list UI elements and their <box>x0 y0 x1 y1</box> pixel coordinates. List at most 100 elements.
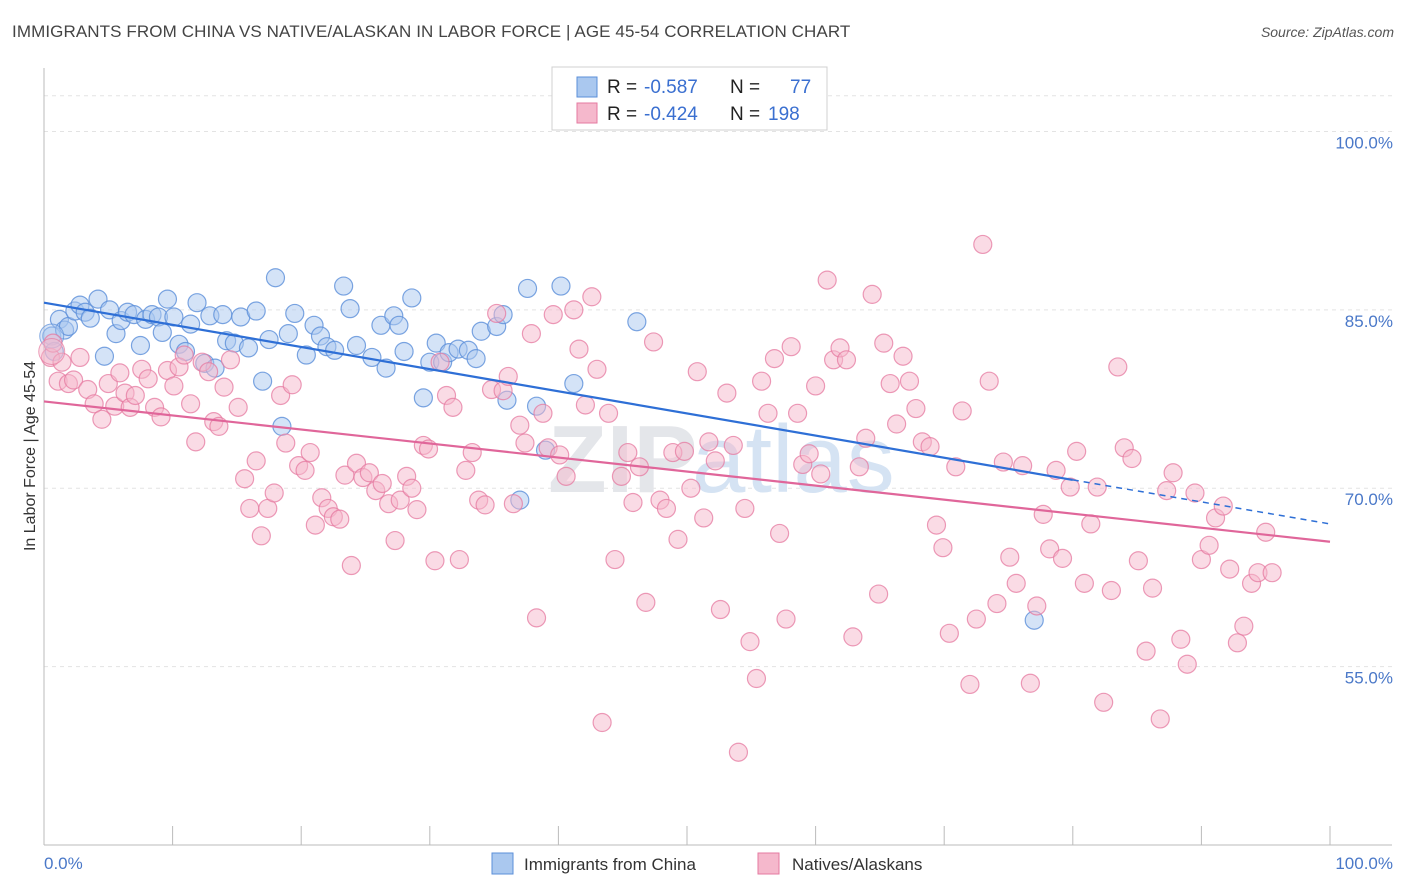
data-point-immigrants <box>238 338 259 358</box>
data-point-natives <box>240 498 260 519</box>
data-point-natives <box>1220 559 1240 579</box>
data-point-natives <box>710 599 731 620</box>
data-point-natives <box>636 592 656 612</box>
data-point-natives <box>138 369 158 389</box>
data-point-natives <box>611 466 632 486</box>
data-point-natives <box>906 398 926 419</box>
data-point-natives <box>966 609 986 629</box>
data-point-natives <box>699 432 719 452</box>
data-point-natives <box>843 627 863 647</box>
trend-lines <box>43 301 1331 543</box>
data-point-natives <box>228 397 248 417</box>
data-point-natives <box>1046 460 1066 480</box>
legend-n-value-1: 77 <box>790 77 811 98</box>
data-point-natives <box>295 460 315 480</box>
data-point-immigrants <box>181 314 201 334</box>
data-point-natives <box>656 498 677 519</box>
data-point-natives <box>1185 483 1205 503</box>
series-natives-points <box>38 234 1282 762</box>
series-immigrants-points <box>39 268 1044 630</box>
legend-box: R = -0.587 N = 77 R = -0.424 N = 198 <box>551 66 828 131</box>
data-point-immigrants <box>334 276 354 296</box>
data-point-natives <box>880 373 900 394</box>
data-point-natives <box>723 435 743 456</box>
data-point-natives <box>746 668 767 689</box>
data-point-natives <box>1142 578 1163 598</box>
data-point-natives <box>569 339 589 359</box>
data-point-natives <box>543 305 563 325</box>
data-point-immigrants <box>187 293 207 313</box>
data-point-natives <box>330 509 350 529</box>
data-point-natives <box>681 478 701 498</box>
data-point-natives <box>503 494 523 514</box>
data-point-natives <box>63 370 84 390</box>
data-point-natives <box>939 623 959 643</box>
legend-r-label-2: R = <box>607 104 637 125</box>
data-point-natives <box>390 490 410 510</box>
data-point-immigrants <box>466 349 486 369</box>
data-point-natives <box>1199 535 1219 555</box>
data-point-natives <box>533 403 553 423</box>
data-point-immigrants <box>551 276 571 296</box>
data-point-natives <box>1171 629 1191 649</box>
data-point-natives <box>587 359 607 379</box>
data-point-natives <box>515 433 535 453</box>
data-point-natives <box>1081 514 1101 534</box>
data-point-natives <box>1108 357 1128 377</box>
data-point-natives <box>758 403 778 423</box>
data-point-natives <box>300 442 320 463</box>
bottom-legend-swatch-blue <box>491 852 514 875</box>
data-point-natives <box>735 498 755 519</box>
data-point-natives <box>987 593 1007 614</box>
data-point-natives <box>960 674 980 695</box>
data-point-natives <box>717 383 737 403</box>
data-point-immigrants <box>346 335 367 356</box>
data-point-immigrants <box>94 346 115 366</box>
data-point-immigrants <box>265 268 286 288</box>
data-point-natives <box>1094 692 1114 712</box>
data-point-natives <box>605 549 625 570</box>
data-point-natives <box>575 395 596 415</box>
bottom-legend: Immigrants from China Natives/Alaskans <box>491 852 922 875</box>
data-point-natives <box>799 444 819 464</box>
data-point-natives <box>305 515 325 535</box>
data-point-natives <box>264 483 284 503</box>
data-point-natives <box>1020 673 1040 693</box>
data-point-natives <box>781 337 801 357</box>
chart-title: IMMIGRANTS FROM CHINA VS NATIVE/ALASKAN … <box>12 22 851 41</box>
data-point-natives <box>869 584 889 604</box>
data-point-natives <box>1177 654 1197 674</box>
data-point-natives <box>887 414 907 434</box>
data-point-immigrants <box>152 322 172 343</box>
data-point-natives <box>402 478 422 498</box>
legend-n-value-2: 198 <box>768 104 800 125</box>
data-point-immigrants <box>517 278 538 299</box>
data-point-natives <box>276 433 296 453</box>
legend-n-label-1: N = <box>730 77 760 98</box>
data-point-natives <box>251 526 271 546</box>
data-point-natives <box>1163 463 1183 483</box>
data-point-natives <box>946 457 966 477</box>
legend-r-value-1: -0.587 <box>644 77 698 98</box>
data-point-natives <box>618 442 638 463</box>
data-point-natives <box>449 549 469 570</box>
data-point-natives <box>235 469 255 489</box>
data-point-immigrants <box>413 388 433 408</box>
data-point-natives <box>246 451 266 471</box>
data-point-natives <box>526 608 547 628</box>
data-point-natives <box>1136 641 1156 661</box>
data-point-natives <box>893 346 913 366</box>
data-point-natives <box>341 555 361 576</box>
gridlines <box>44 95 1392 668</box>
data-point-immigrants <box>402 288 422 308</box>
y-tick-label: 100.0% <box>1335 133 1393 152</box>
data-point-natives <box>1256 522 1276 542</box>
data-point-natives <box>462 442 482 463</box>
data-point-immigrants <box>394 341 414 362</box>
data-point-natives <box>817 270 837 290</box>
data-point-immigrants <box>278 324 298 344</box>
data-point-natives-cluster <box>38 337 66 365</box>
data-point-natives <box>705 451 725 471</box>
x-tick-label: 0.0% <box>44 854 83 873</box>
data-point-natives <box>151 407 171 427</box>
